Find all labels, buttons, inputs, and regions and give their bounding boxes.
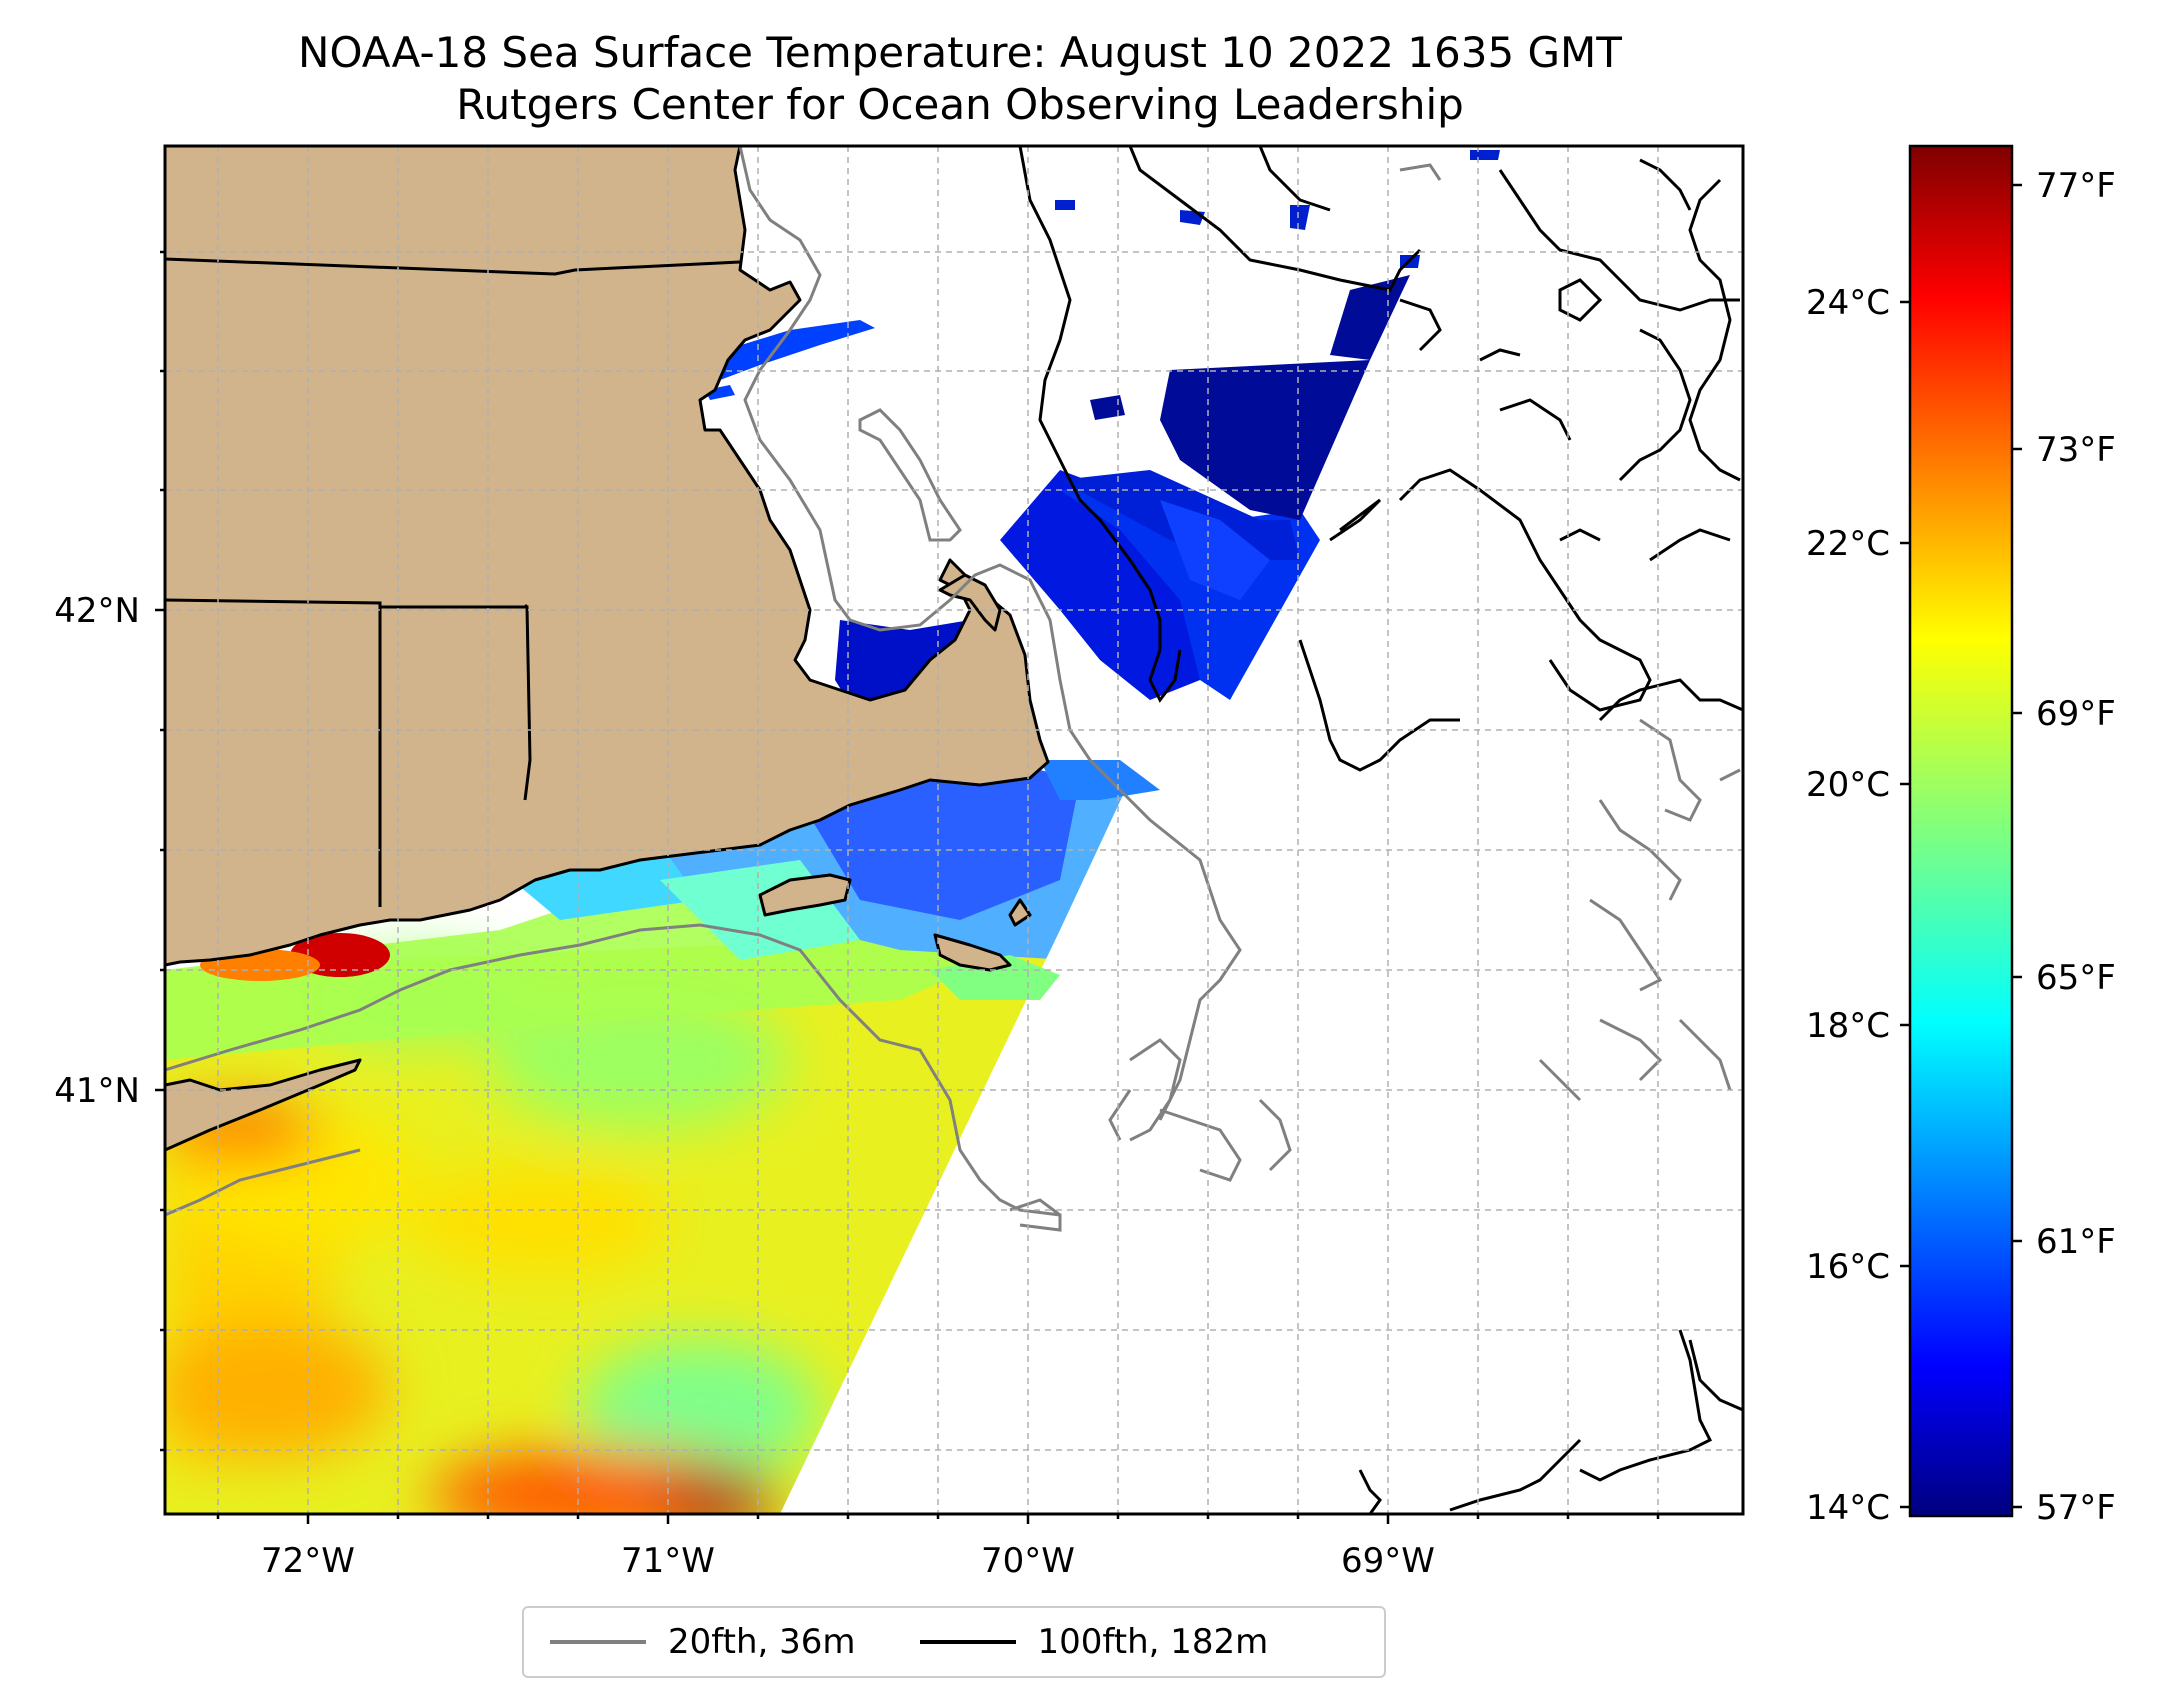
sst-data-swath [165,146,1743,1514]
colorbar-fahrenheit-ticks [2012,183,2022,1509]
celsius-label: 20°C [1806,765,1890,805]
celsius-label: 22°C [1806,524,1890,564]
chart-subtitle: Rutgers Center for Ocean Observing Leade… [456,80,1464,129]
fahrenheit-label: 61°F [2036,1222,2116,1262]
contour-100fth [1018,146,1743,1514]
x-tick-label: 72°W [261,1541,355,1581]
celsius-label: 14°C [1806,1488,1890,1528]
x-tick-label: 70°W [981,1541,1075,1581]
celsius-label: 16°C [1806,1247,1890,1287]
gridlines [165,146,1743,1514]
colorbar-celsius-ticks [1900,300,1910,1509]
legend-line-black [919,1640,1016,1644]
state-borders [165,257,741,907]
x-tick-label: 69°W [1341,1541,1435,1581]
y-tick-label: 41°N [54,1071,140,1111]
land [165,146,1050,1152]
legend-label: 100fth, 182m [1037,1622,1269,1662]
legend-item-100fth: 100fth, 182m [919,1622,1307,1662]
legend-label: 20fth, 36m [668,1622,856,1662]
y-axis [155,250,165,1452]
legend: 20fth, 36m 100fth, 182m [522,1606,1386,1678]
chart-title: NOAA-18 Sea Surface Temperature: August … [298,28,1622,77]
map-frame [163,144,1745,1516]
y-tick-label: 42°N [54,591,140,631]
fahrenheit-label: 73°F [2036,430,2116,470]
x-tick-label: 71°W [621,1541,715,1581]
fahrenheit-label: 65°F [2036,958,2116,998]
fahrenheit-label: 57°F [2036,1488,2116,1528]
celsius-label: 18°C [1806,1006,1890,1046]
fahrenheit-label: 77°F [2036,166,2116,206]
fahrenheit-label: 69°F [2036,694,2116,734]
legend-line-grey [550,1640,646,1644]
map-area [165,146,1743,1514]
x-axis [216,1514,1660,1524]
celsius-label: 24°C [1806,283,1890,323]
legend-item-20fth: 20fth, 36m [550,1622,894,1662]
contour-20fth [165,146,1741,1232]
colorbar [1908,144,2014,1518]
northern-scattered-pixels [705,150,1500,400]
